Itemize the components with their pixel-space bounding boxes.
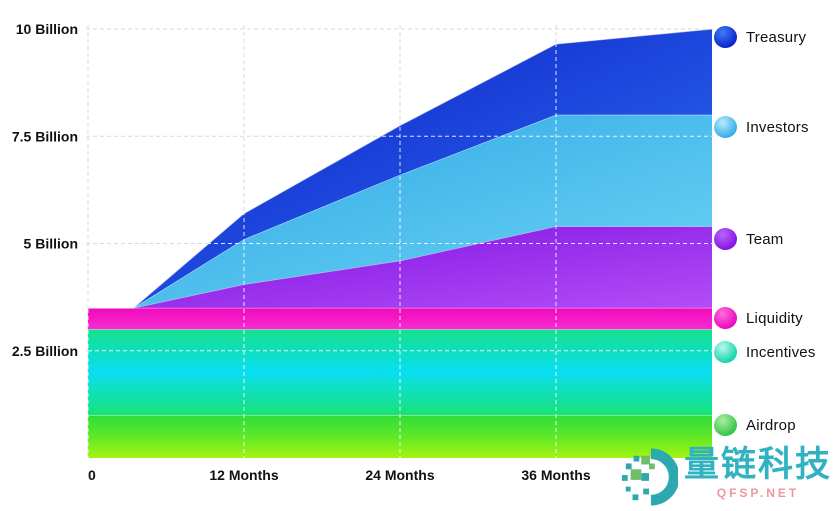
watermark: 量链科技 QFSP.NET — [620, 444, 832, 506]
legend-swatch-incentives-icon — [714, 341, 737, 363]
legend-label-incentives: Incentives — [746, 343, 816, 361]
area-treasury — [88, 29, 712, 308]
legend-swatch-treasury-icon — [714, 26, 737, 48]
x-tick-label: 24 Months — [365, 467, 434, 483]
legend-item-incentives[interactable]: Incentives — [714, 341, 816, 363]
y-tick-label: 2.5 Billion — [12, 343, 78, 359]
y-tick-label: 5 Billion — [24, 236, 78, 252]
legend-swatch-liquidity-icon — [714, 307, 737, 329]
legend-swatch-team-icon — [714, 228, 737, 250]
legend-label-liquidity: Liquidity — [746, 309, 803, 327]
y-tick-label: 7.5 Billion — [12, 128, 78, 144]
legend-swatch-airdrop-icon — [714, 414, 737, 436]
legend-label-investors: Investors — [746, 118, 809, 136]
legend-label-treasury: Treasury — [746, 28, 807, 46]
legend-item-investors[interactable]: Investors — [714, 116, 809, 138]
legend-item-airdrop[interactable]: Airdrop — [714, 414, 796, 436]
y-tick-label: 10 Billion — [16, 21, 78, 37]
brand-logo-icon — [621, 448, 678, 506]
area-top-edge-treasury — [88, 28, 713, 309]
watermark-text: 量链科技 QFSP.NET — [684, 444, 832, 500]
x-tick-label: 12 Months — [209, 467, 278, 483]
brand-site: QFSP.NET — [716, 486, 800, 500]
brand-name: 量链科技 — [683, 445, 832, 484]
legend-item-team[interactable]: Team — [714, 228, 783, 250]
chart-legend: Treasury Investors Team Liquidity Incentives… — [714, 0, 834, 460]
legend-label-airdrop: Airdrop — [746, 416, 796, 434]
legend-label-team: Team — [746, 230, 784, 248]
legend-item-treasury[interactable]: Treasury — [714, 26, 806, 48]
legend-swatch-investors-icon — [714, 116, 737, 138]
x-tick-label: 0 — [88, 467, 96, 483]
legend-item-liquidity[interactable]: Liquidity — [714, 307, 803, 329]
x-tick-label: 36 Months — [521, 467, 590, 483]
